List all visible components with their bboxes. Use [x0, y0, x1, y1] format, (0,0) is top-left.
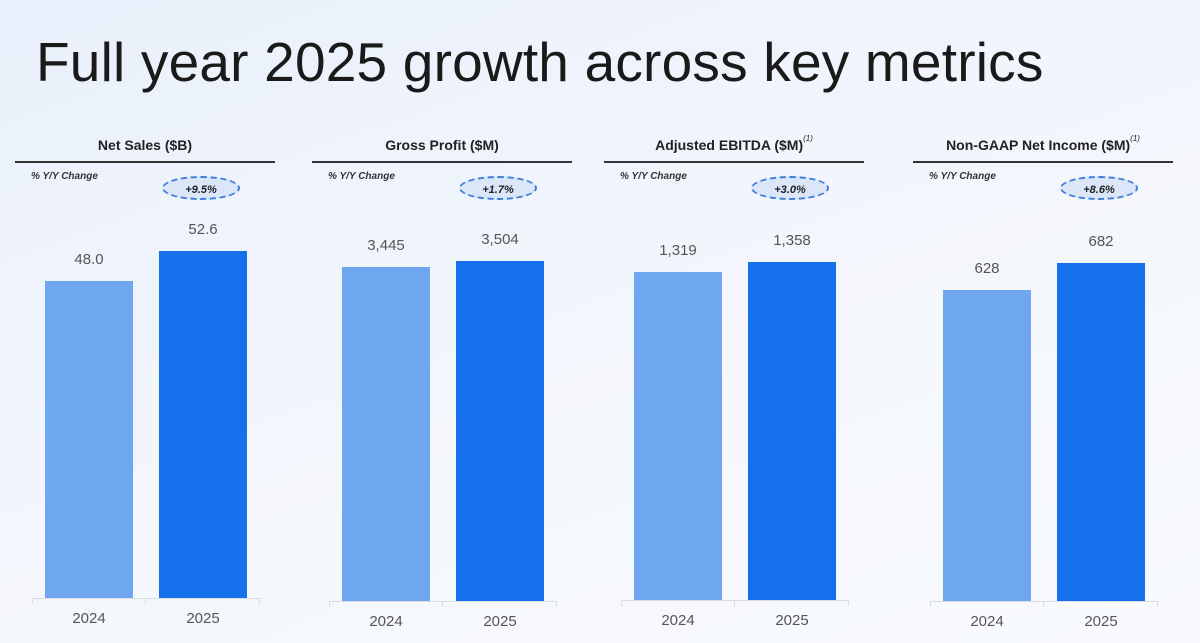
yy-change-badge: +3.0% — [751, 176, 829, 200]
x-axis-tick — [930, 601, 931, 607]
x-axis — [621, 600, 849, 601]
data-label: 3,445 — [367, 236, 405, 254]
yy-change-label: % Y/Y Change — [929, 171, 996, 182]
x-axis-tick — [1043, 601, 1044, 607]
header-rule — [913, 161, 1173, 163]
yy-change-label: % Y/Y Change — [328, 171, 395, 182]
data-label: 3,504 — [481, 231, 519, 248]
x-tick-label: 2025 — [775, 612, 809, 629]
x-axis — [930, 601, 1158, 602]
bar-2025 — [159, 251, 247, 598]
x-axis — [329, 601, 557, 602]
yy-change-badge: +9.5% — [162, 176, 240, 200]
x-axis-tick — [32, 598, 33, 604]
x-axis-tick — [556, 601, 557, 607]
footnote-marker: (1) — [803, 134, 813, 144]
bar-2024 — [45, 281, 133, 598]
bar-2024 — [342, 266, 430, 601]
chart-title-text: Gross Profit ($M) — [385, 137, 499, 153]
x-axis-tick — [848, 600, 849, 606]
x-tick-label: 2024 — [72, 610, 106, 627]
x-axis-tick — [621, 600, 622, 606]
x-axis-tick — [329, 601, 330, 607]
yy-change-badge: +8.6% — [1060, 176, 1138, 200]
x-axis-tick — [1157, 601, 1158, 607]
bar-2025 — [748, 262, 836, 600]
bar-2024 — [634, 271, 722, 600]
header-rule — [312, 161, 572, 163]
header-rule — [604, 161, 864, 163]
chart-panel: Gross Profit ($M) % Y/Y Change +1.7% 3,445 2… — [312, 0, 572, 643]
chart-title-text: Net Sales ($B) — [97, 137, 193, 153]
yy-change-label: % Y/Y Change — [31, 171, 98, 182]
chart-title-text: Adjusted EBITDA ($M) — [655, 137, 804, 153]
x-tick-label: 2025 — [1084, 613, 1118, 630]
chart-title: Net Sales ($B) — [15, 137, 275, 153]
x-tick-label: 2024 — [661, 612, 695, 629]
yy-change-badge: +1.7% — [459, 176, 537, 200]
bar-2025 — [1057, 263, 1145, 601]
yy-change-label: % Y/Y Change — [620, 171, 687, 182]
data-label: 48.0 — [74, 251, 104, 269]
x-axis — [32, 598, 260, 599]
x-tick-label: 2025 — [186, 610, 220, 627]
chart-title: Non-GAAP Net Income ($M)(1) — [913, 134, 1173, 153]
x-axis-tick — [259, 598, 260, 604]
chart-title: Adjusted EBITDA ($M)(1) — [604, 134, 864, 153]
footnote-marker: (1) — [1130, 134, 1140, 144]
bar-2024 — [943, 289, 1031, 601]
x-tick-label: 2024 — [970, 613, 1004, 630]
data-label: 1,358 — [773, 232, 811, 249]
header-rule — [15, 161, 275, 163]
page-title: Full year 2025 growth across key metrics — [36, 31, 1044, 93]
data-label: 52.6 — [188, 221, 218, 238]
chart-panel: Non-GAAP Net Income ($M)(1) % Y/Y Change +… — [913, 0, 1173, 643]
chart-title-text: Non-GAAP Net Income ($M) — [946, 137, 1131, 153]
data-label: 628 — [974, 259, 1000, 277]
x-axis-tick — [734, 600, 735, 606]
x-axis-tick — [442, 601, 443, 607]
data-label: 682 — [1088, 233, 1114, 250]
x-axis-tick — [145, 598, 146, 604]
chart-panel: Adjusted EBITDA ($M)(1) % Y/Y Change +3.0%… — [604, 0, 864, 643]
data-label: 1,319 — [659, 241, 697, 259]
chart-panel: Net Sales ($B) % Y/Y Change +9.5% 48.0 2024 5… — [15, 0, 275, 643]
chart-title: Gross Profit ($M) — [312, 137, 572, 153]
x-tick-label: 2024 — [369, 613, 403, 630]
x-tick-label: 2025 — [483, 613, 517, 630]
bar-2025 — [456, 261, 544, 601]
